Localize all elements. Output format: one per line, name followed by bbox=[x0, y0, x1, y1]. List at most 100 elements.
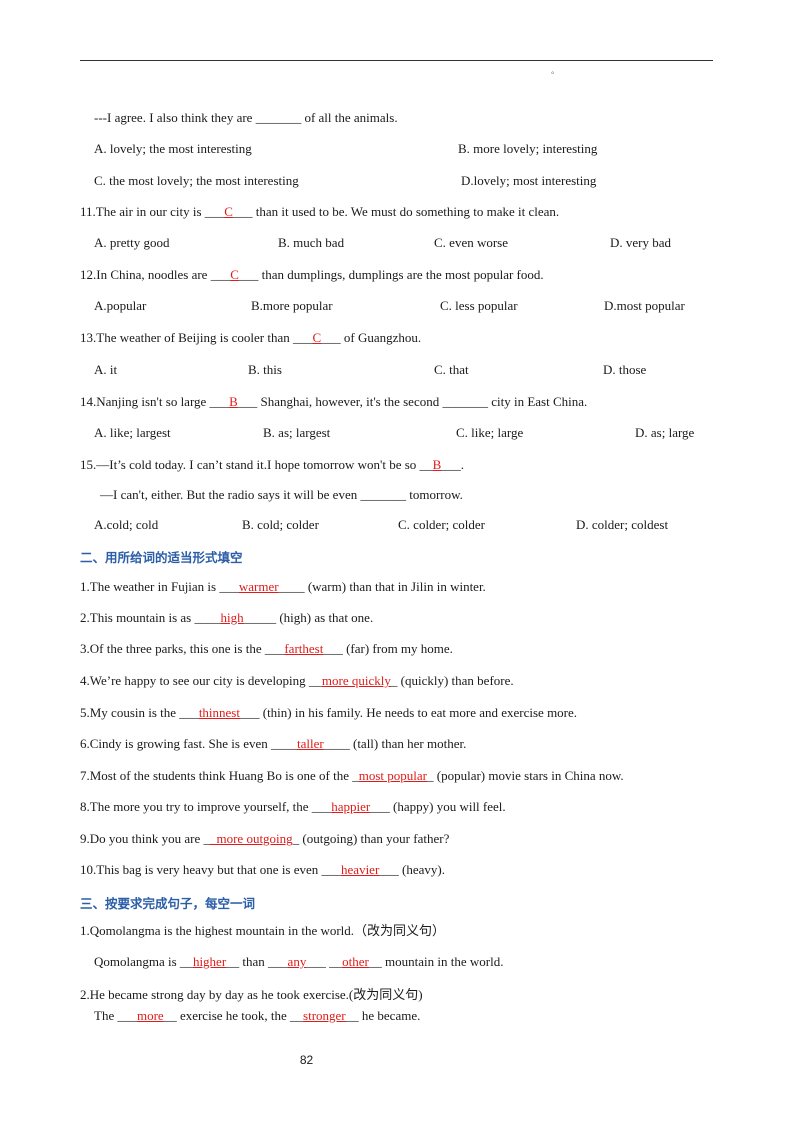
text-segment: __ mountain in the world. bbox=[368, 954, 504, 969]
q13-question: 13.The weather of Beijing is cooler than… bbox=[80, 330, 421, 346]
text-segment: __ he became. bbox=[345, 1008, 421, 1023]
q12-answer: C bbox=[230, 267, 239, 282]
q12-option-a: A.popular bbox=[94, 298, 147, 313]
s2-item-2: 2.This mountain is as ____high_____ (hig… bbox=[80, 610, 373, 626]
text-segment: 9.Do you think you are _ bbox=[80, 831, 210, 846]
s2-item-6: 6.Cindy is growing fast. She is even ___… bbox=[80, 736, 466, 752]
text-segment: 2.This mountain is as ____ bbox=[80, 610, 221, 625]
s3-q2-answer-1: more bbox=[136, 1008, 164, 1023]
s2-item-10: 10.This bag is very heavy but that one i… bbox=[80, 862, 445, 878]
q13-answer: C bbox=[312, 330, 322, 345]
s2-item-8: 8.The more you try to improve yourself, … bbox=[80, 799, 506, 815]
q13-option-b: B. this bbox=[248, 362, 282, 377]
q10-option-d: D.lovely; most interesting bbox=[461, 173, 597, 188]
s3-q2-answer-2: stronger bbox=[303, 1008, 346, 1023]
text-segment: 15.—It’s cold today. I can’t stand it.I … bbox=[80, 457, 433, 472]
text-segment: _ (outgoing) than your father? bbox=[292, 831, 450, 846]
q13-option-d: D. those bbox=[603, 362, 647, 377]
text-segment: __ than ___ bbox=[226, 954, 288, 969]
q11-option-b: B. much bad bbox=[278, 235, 345, 250]
q14-option-c: C. like; large bbox=[456, 425, 524, 440]
q13-option-a: A. it bbox=[94, 362, 118, 377]
q15-option-b: B. cold; colder bbox=[242, 517, 319, 532]
q11-question: 11.The air in our city is ___C___ than i… bbox=[80, 204, 559, 220]
q11-option-c: C. even worse bbox=[434, 235, 509, 250]
q11-option-d: D. very bad bbox=[610, 235, 672, 250]
q12-option-b: B.more popular bbox=[251, 298, 333, 313]
text-segment: 14.Nanjing isn't so large ___ bbox=[80, 394, 230, 409]
q14-option-d: D. as; large bbox=[635, 425, 695, 440]
s2-answer-4: more quickly bbox=[321, 673, 391, 688]
section-3-heading: 三、按要求完成句子，每空一词 bbox=[80, 896, 256, 911]
text-segment: 1.The weather in Fujian is ___ bbox=[80, 579, 239, 594]
text-segment: 4.We’re happy to see our city is develop… bbox=[80, 673, 322, 688]
header-rule bbox=[80, 60, 713, 61]
text-segment: ___ (heavy). bbox=[379, 862, 445, 877]
s2-item-5: 5.My cousin is the ___thinnest___ (thin)… bbox=[80, 705, 577, 721]
text-segment: _ (popular) movie stars in China now. bbox=[427, 768, 624, 783]
text-segment: __ exercise he took, the __ bbox=[163, 1008, 304, 1023]
q15-question: 15.—It’s cold today. I can’t stand it.I … bbox=[80, 457, 464, 473]
text-segment: 6.Cindy is growing fast. She is even ___… bbox=[80, 736, 298, 751]
text-segment: 11.The air in our city is ___ bbox=[80, 204, 225, 219]
header-mark: ° bbox=[551, 70, 555, 79]
text-segment: _____ (high) as that one. bbox=[243, 610, 374, 625]
s3-q2-prompt: 2.He became strong day by day as he took… bbox=[80, 987, 423, 1002]
text-segment: Qomolangma is __ bbox=[94, 954, 193, 969]
q14-question: 14.Nanjing isn't so large ___B___ Shangh… bbox=[80, 394, 587, 410]
q10-option-c: C. the most lovely; the most interesting bbox=[94, 173, 299, 188]
text-segment: ___ __ bbox=[306, 954, 343, 969]
q14-answer: B bbox=[229, 394, 238, 409]
text-segment: 13.The weather of Beijing is cooler than… bbox=[80, 330, 313, 345]
q12-option-c: C. less popular bbox=[440, 298, 518, 313]
s2-answer-3: farthest bbox=[284, 641, 324, 656]
page-number: 82 bbox=[299, 1053, 314, 1067]
q14-option-a: A. like; largest bbox=[94, 425, 171, 440]
s2-answer-6: taller bbox=[297, 736, 324, 751]
s2-answer-9: _more outgoing bbox=[209, 831, 293, 846]
s2-item-3: 3.Of the three parks, this one is the __… bbox=[80, 641, 453, 657]
text-segment: 12.In China, noodles are ___ bbox=[80, 267, 231, 282]
s3-q2-answer-line: The ___more__ exercise he took, the __st… bbox=[94, 1008, 420, 1024]
s2-item-4: 4.We’re happy to see our city is develop… bbox=[80, 673, 514, 689]
section-2-heading: 二、用所给词的适当形式填空 bbox=[80, 550, 243, 565]
q10-option-b: B. more lovely; interesting bbox=[458, 141, 598, 156]
q11-answer: C bbox=[224, 204, 233, 219]
text-segment: The ___ bbox=[94, 1008, 137, 1023]
text-segment: ___. bbox=[441, 457, 464, 472]
q14-option-b: B. as; largest bbox=[263, 425, 331, 440]
q15-response: —I can't, either. But the radio says it … bbox=[100, 487, 463, 502]
text-segment: ___ of Guangzhou. bbox=[321, 330, 422, 345]
s2-item-1: 1.The weather in Fujian is ___warmer____… bbox=[80, 579, 486, 595]
q12-question: 12.In China, noodles are ___C___ than du… bbox=[80, 267, 544, 283]
s2-answer-5: thinnest bbox=[198, 705, 240, 720]
text-segment: ___ (thin) in his family. He needs to ea… bbox=[239, 705, 578, 720]
text-segment: 8.The more you try to improve yourself, … bbox=[80, 799, 332, 814]
s2-answer-2: high bbox=[220, 610, 244, 625]
text-segment: ___ Shanghai, however, it's the second _… bbox=[237, 394, 588, 409]
q11-option-a: A. pretty good bbox=[94, 235, 170, 250]
s2-answer-1: warmer bbox=[238, 579, 279, 594]
text-segment: 5.My cousin is the ___ bbox=[80, 705, 199, 720]
s2-item-7: 7.Most of the students think Huang Bo is… bbox=[80, 768, 624, 784]
s2-item-9: 9.Do you think you are __more outgoing_ … bbox=[80, 831, 449, 847]
q10-tail-text: ---I agree. I also think they are ______… bbox=[94, 110, 398, 125]
text-segment: 10.This bag is very heavy but that one i… bbox=[80, 862, 342, 877]
text-segment: ____ (warm) than that in Jilin in winter… bbox=[278, 579, 486, 594]
text-segment: 7.Most of the students think Huang Bo is… bbox=[80, 768, 359, 783]
text-segment: ___ than dumplings, dumplings are the mo… bbox=[238, 267, 544, 282]
q15-option-c: C. colder; colder bbox=[398, 517, 485, 532]
text-segment: ____ (tall) than her mother. bbox=[323, 736, 467, 751]
q15-option-a: A.cold; cold bbox=[94, 517, 159, 532]
text-segment: ___ (happy) you will feel. bbox=[370, 799, 506, 814]
s3-q1-answer-2: any bbox=[287, 954, 307, 969]
q12-option-d: D.most popular bbox=[604, 298, 685, 313]
s2-answer-8: happier bbox=[331, 799, 371, 814]
text-segment: _ (quickly) than before. bbox=[390, 673, 514, 688]
text-segment: ___ than it used to be. We must do somet… bbox=[232, 204, 560, 219]
s2-answer-7: most popular bbox=[358, 768, 428, 783]
q15-answer: B bbox=[432, 457, 442, 472]
s2-answer-10: heavier bbox=[341, 862, 380, 877]
q10-option-a: A. lovely; the most interesting bbox=[94, 141, 252, 156]
s3-q1-answer-1: higher bbox=[192, 954, 227, 969]
